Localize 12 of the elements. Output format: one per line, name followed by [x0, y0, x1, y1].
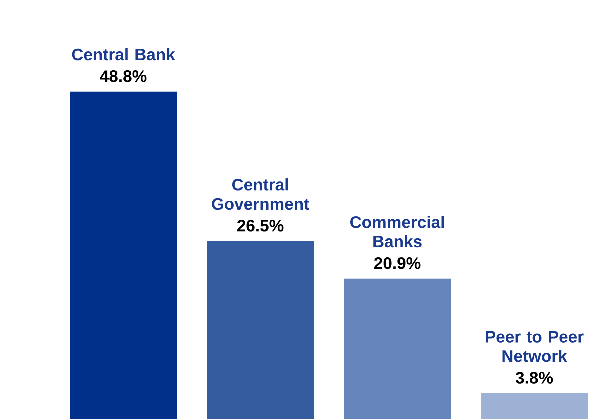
data-label: 20.9% [374, 258, 421, 270]
data-label: 48.8% [100, 70, 147, 82]
data-label: 3.8% [516, 372, 554, 384]
bar [481, 394, 588, 419]
data-label: 26.5% [237, 220, 284, 232]
x-tick-label: Central Bank [72, 48, 176, 61]
x-tick-label: Commercial Banks [350, 216, 444, 248]
bar [70, 92, 178, 419]
bar [344, 278, 452, 419]
x-tick-label: Peer to Peer Network [486, 331, 584, 362]
x-tick-label: Central Government [212, 178, 310, 210]
bar [207, 241, 314, 419]
